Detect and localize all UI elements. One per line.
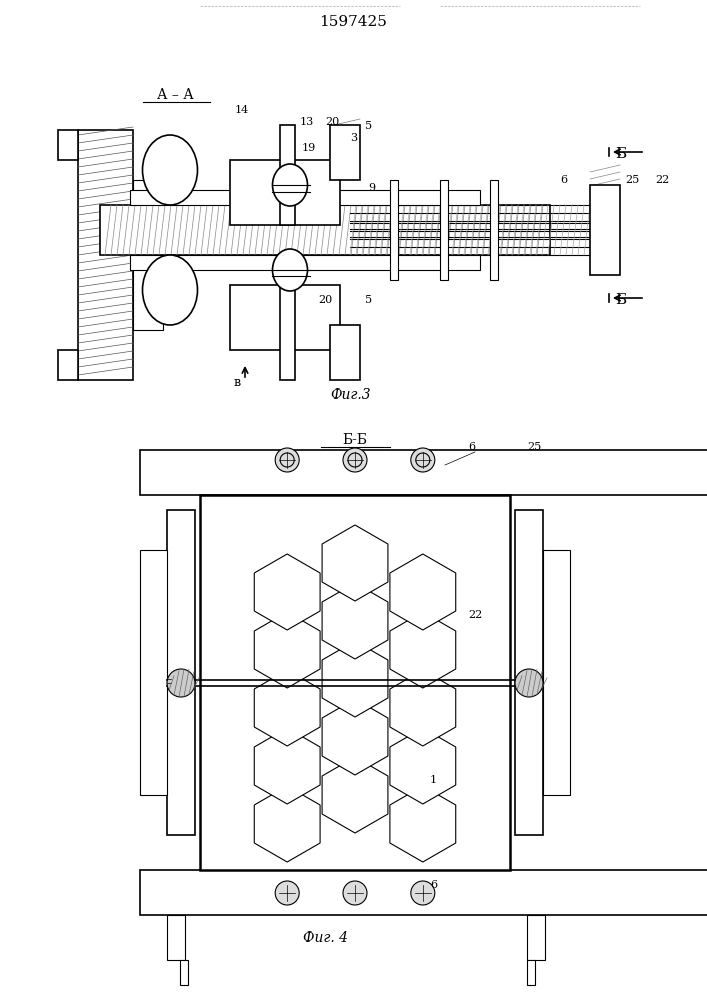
- Polygon shape: [255, 554, 320, 630]
- Text: 9: 9: [368, 183, 375, 193]
- Bar: [130, 190, 480, 205]
- Text: в: в: [233, 375, 240, 388]
- Polygon shape: [390, 786, 456, 862]
- Text: 13: 13: [300, 117, 314, 127]
- Text: 1597425: 1597425: [319, 15, 387, 29]
- Bar: [490, 180, 498, 280]
- Bar: [590, 185, 620, 275]
- Circle shape: [343, 881, 367, 905]
- Text: 19: 19: [302, 143, 316, 153]
- Text: 20: 20: [325, 117, 339, 127]
- Bar: [167, 510, 195, 835]
- Text: 25: 25: [527, 442, 542, 452]
- Bar: [230, 160, 340, 225]
- Circle shape: [343, 448, 367, 472]
- Bar: [167, 915, 185, 960]
- Ellipse shape: [272, 164, 308, 206]
- Bar: [515, 510, 543, 835]
- Text: 22: 22: [468, 610, 482, 620]
- Polygon shape: [390, 728, 456, 804]
- Bar: [390, 180, 398, 280]
- Bar: [140, 550, 167, 795]
- Text: 1: 1: [430, 775, 437, 785]
- Bar: [230, 285, 340, 350]
- Text: 6: 6: [430, 880, 437, 890]
- Text: 5: 5: [365, 295, 372, 305]
- Text: Фиг.3: Фиг.3: [330, 388, 370, 402]
- Bar: [330, 325, 360, 380]
- Bar: [280, 125, 295, 225]
- Polygon shape: [390, 670, 456, 746]
- Text: 5: 5: [365, 121, 372, 131]
- Text: А – А: А – А: [157, 88, 194, 102]
- Polygon shape: [255, 728, 320, 804]
- Text: Б: Б: [615, 293, 626, 307]
- Polygon shape: [390, 554, 456, 630]
- Bar: [78, 130, 133, 380]
- Text: 6: 6: [468, 442, 475, 452]
- Circle shape: [275, 881, 299, 905]
- Ellipse shape: [272, 249, 308, 291]
- Circle shape: [411, 448, 435, 472]
- Polygon shape: [390, 612, 456, 688]
- Bar: [527, 960, 535, 985]
- Text: 22: 22: [655, 175, 670, 185]
- Bar: [330, 125, 360, 180]
- Polygon shape: [255, 786, 320, 862]
- Text: Б: Б: [615, 147, 626, 161]
- Bar: [100, 205, 550, 255]
- Text: 6: 6: [560, 175, 567, 185]
- Text: 25: 25: [625, 175, 639, 185]
- Bar: [140, 870, 707, 915]
- Bar: [180, 960, 188, 985]
- Polygon shape: [322, 583, 388, 659]
- Ellipse shape: [143, 255, 197, 325]
- Bar: [543, 550, 570, 795]
- Bar: [140, 450, 707, 495]
- Bar: [130, 255, 480, 270]
- Polygon shape: [322, 641, 388, 717]
- Text: 14: 14: [235, 105, 250, 115]
- Polygon shape: [322, 757, 388, 833]
- Circle shape: [515, 669, 543, 697]
- Bar: [440, 180, 448, 280]
- Bar: [133, 180, 163, 330]
- Text: 20: 20: [318, 295, 332, 305]
- Text: Фиг. 4: Фиг. 4: [303, 931, 348, 945]
- Polygon shape: [255, 670, 320, 746]
- Bar: [527, 915, 545, 960]
- Circle shape: [167, 669, 195, 697]
- Bar: [58, 130, 78, 160]
- Circle shape: [411, 881, 435, 905]
- Bar: [200, 495, 510, 870]
- Polygon shape: [255, 612, 320, 688]
- Bar: [58, 350, 78, 380]
- Ellipse shape: [143, 135, 197, 205]
- Circle shape: [275, 448, 299, 472]
- Polygon shape: [322, 525, 388, 601]
- Text: 3: 3: [350, 133, 357, 143]
- Polygon shape: [322, 699, 388, 775]
- Text: Б-Б: Б-Б: [342, 433, 368, 447]
- Bar: [280, 280, 295, 380]
